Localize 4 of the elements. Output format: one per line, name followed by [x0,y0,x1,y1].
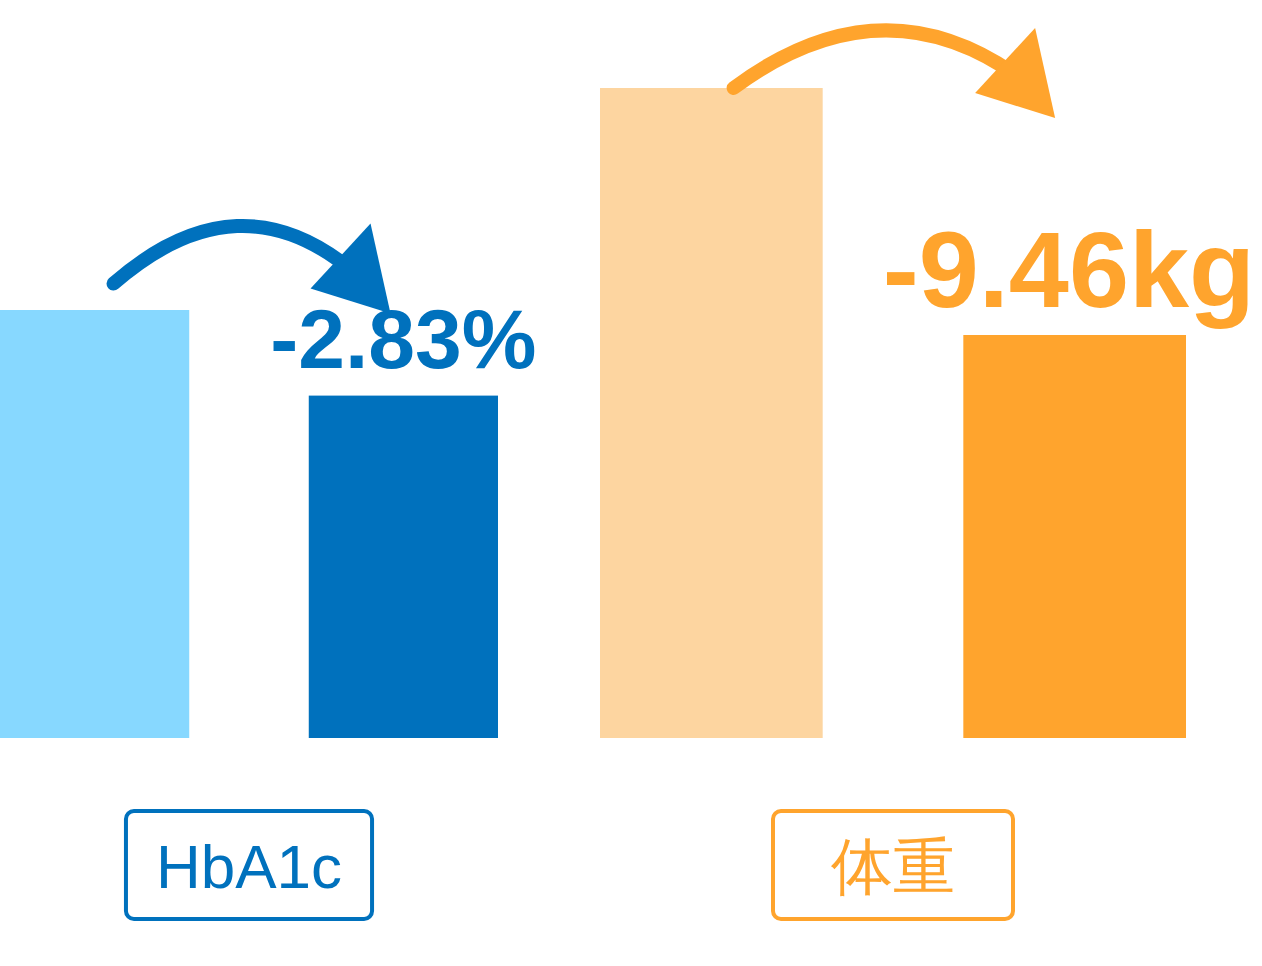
annotation: -9.46kg [882,209,1255,330]
xlabel: 体重 [831,832,955,901]
xlabel: HbA1c [155,832,343,901]
annotation: -2.83% [270,291,537,386]
